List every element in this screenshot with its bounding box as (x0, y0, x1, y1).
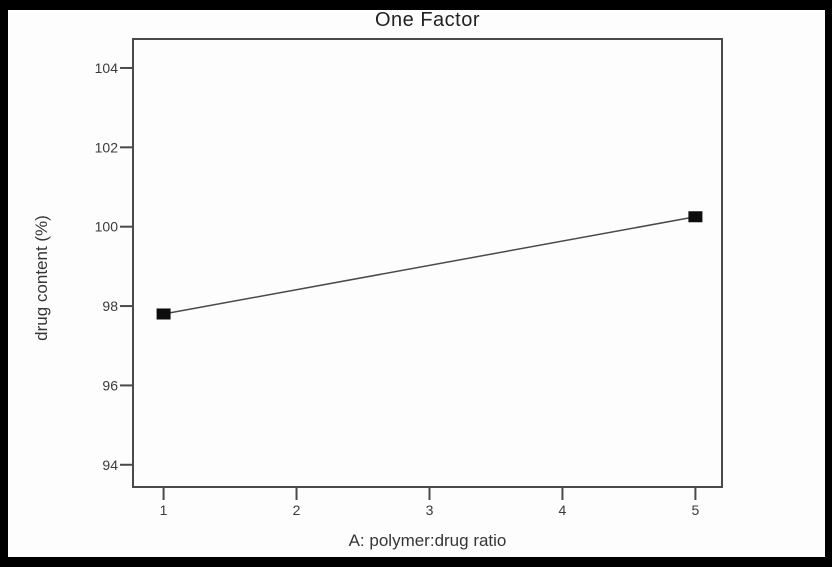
y-axis-label: drug content (%) (32, 215, 51, 341)
y-tick-label: 96 (102, 377, 118, 393)
x-tick-label: 5 (692, 502, 700, 518)
x-tick-label: 4 (559, 502, 567, 518)
data-point-marker (156, 308, 171, 320)
chart-canvas (8, 10, 825, 557)
x-tick-label: 2 (293, 502, 301, 518)
y-tick-label: 104 (95, 60, 119, 76)
y-tick-label: 100 (95, 219, 119, 235)
x-axis-label: A: polymer:drug ratio (348, 531, 507, 550)
y-tick-label: 94 (102, 457, 118, 473)
chart-title: One Factor (374, 9, 481, 31)
axis-frame (132, 38, 723, 488)
data-point-marker (688, 211, 703, 223)
data-line (163, 216, 696, 315)
y-tick-label: 102 (95, 139, 119, 155)
x-tick-label: 1 (160, 502, 168, 518)
y-tick-label: 98 (102, 298, 118, 314)
x-tick-label: 3 (426, 502, 434, 518)
